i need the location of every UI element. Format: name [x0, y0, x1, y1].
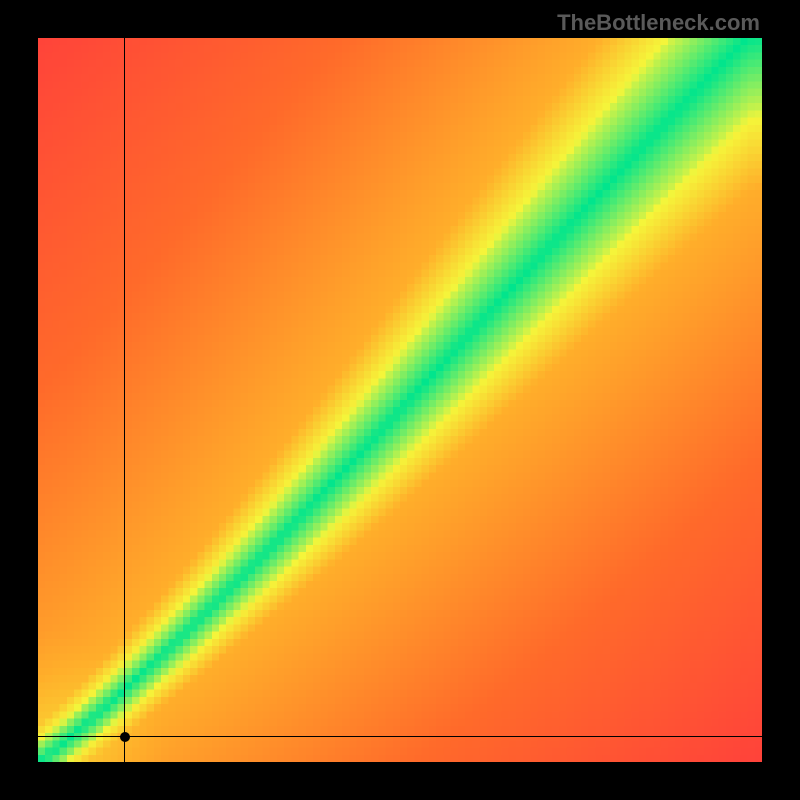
chart-container: { "attribution": { "text": "TheBottlenec…: [0, 0, 800, 800]
attribution-label: TheBottleneck.com: [557, 10, 760, 36]
crosshair-horizontal: [38, 736, 762, 737]
crosshair-vertical: [124, 38, 125, 762]
crosshair-marker: [120, 732, 130, 742]
heatmap-canvas: [38, 38, 762, 762]
heatmap-plot-area: [38, 38, 762, 762]
